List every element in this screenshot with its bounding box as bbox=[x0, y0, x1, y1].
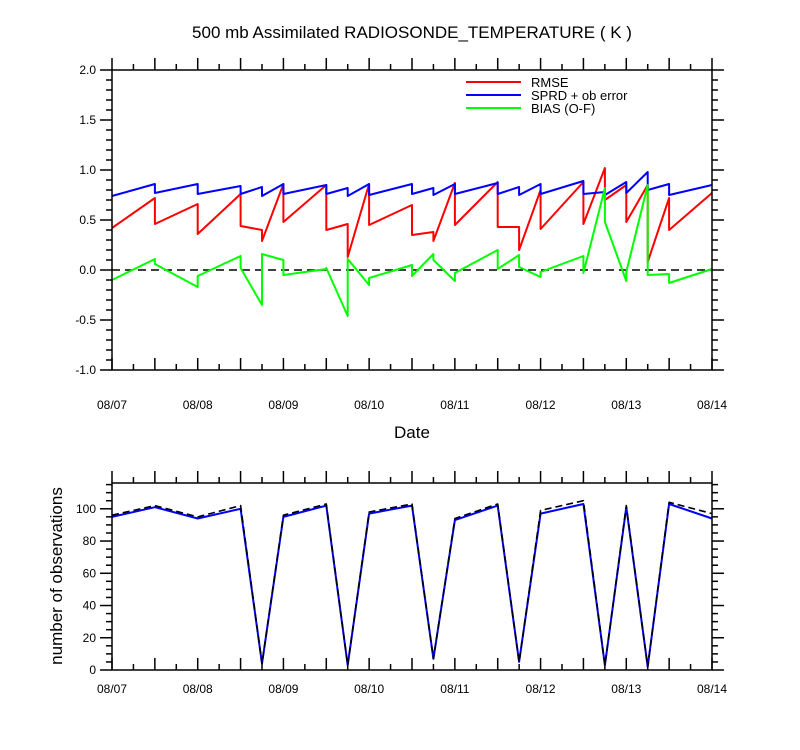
top-series-line-2 bbox=[111, 184, 713, 317]
top-x-tick-label: 08/09 bbox=[268, 398, 298, 412]
bottom-y-tick-label: 20 bbox=[83, 631, 97, 645]
bottom-x-tick-label: 08/08 bbox=[183, 682, 213, 696]
bottom-x-tick-label: 08/12 bbox=[526, 682, 556, 696]
top-y-tick-label: 0.0 bbox=[79, 263, 96, 277]
top-x-tick-label: 08/13 bbox=[611, 398, 641, 412]
bottom-series-line-0 bbox=[111, 503, 713, 668]
bottom-x-tick-label: 08/10 bbox=[354, 682, 384, 696]
bottom-y-tick-label: 0 bbox=[89, 663, 96, 677]
bottom-x-tick-label: 08/07 bbox=[97, 682, 127, 696]
bottom-x-tick-label: 08/14 bbox=[697, 682, 727, 696]
top-x-tick-labels: 08/07 08/08 08/09 08/10 08/11 08/12 08/13 08/14 bbox=[97, 398, 727, 412]
bottom-series-line-1 bbox=[111, 499, 713, 668]
bottom-x-tick-labels: 08/07 08/08 08/09 08/10 08/11 08/12 08/13 08/14 bbox=[97, 682, 727, 696]
legend-label-2: BIAS (O-F) bbox=[531, 101, 595, 116]
top-x-tick-label: 08/07 bbox=[97, 398, 127, 412]
top-series-line-0 bbox=[111, 167, 713, 263]
top-y-tick-label: 2.0 bbox=[79, 63, 96, 77]
top-series-group bbox=[111, 167, 713, 317]
bottom-y-axis-label: number of observations bbox=[47, 487, 66, 665]
top-chart: 500 mb Assimilated RADIOSONDE_TEMPERATUR… bbox=[75, 23, 727, 442]
top-ticks-group bbox=[100, 58, 724, 371]
top-x-tick-label: 08/14 bbox=[697, 398, 727, 412]
legend-label-1: SPRD + ob error bbox=[531, 88, 628, 103]
bottom-y-tick-label: 80 bbox=[83, 534, 97, 548]
top-y-tick-label: 0.5 bbox=[79, 213, 96, 227]
top-y-tick-label: 1.5 bbox=[79, 113, 96, 127]
top-y-tick-label: -0.5 bbox=[75, 313, 96, 327]
top-x-tick-label: 08/12 bbox=[526, 398, 556, 412]
bottom-x-tick-label: 08/13 bbox=[611, 682, 641, 696]
top-x-tick-label: 08/11 bbox=[440, 398, 469, 412]
bottom-y-tick-label: 40 bbox=[83, 599, 97, 613]
top-y-tick-label: -1.0 bbox=[75, 363, 96, 377]
bottom-y-tick-label: 60 bbox=[83, 566, 97, 580]
top-x-axis-label: Date bbox=[394, 423, 430, 442]
top-x-tick-label: 08/10 bbox=[354, 398, 384, 412]
top-y-tick-label: 1.0 bbox=[79, 163, 96, 177]
bottom-y-tick-labels: 0 20 40 60 80 100 bbox=[76, 502, 96, 677]
legend-label-0: RMSE bbox=[531, 75, 569, 90]
top-series-line-1 bbox=[111, 171, 713, 197]
top-x-tick-label: 08/08 bbox=[183, 398, 213, 412]
bottom-ticks-group bbox=[100, 471, 724, 671]
bottom-x-tick-label: 08/11 bbox=[440, 682, 469, 696]
chart-title: 500 mb Assimilated RADIOSONDE_TEMPERATUR… bbox=[192, 23, 632, 42]
bottom-y-tick-label: 100 bbox=[76, 502, 96, 516]
bottom-x-tick-label: 08/09 bbox=[268, 682, 298, 696]
top-y-tick-labels: -1.0 -0.5 0.0 0.5 1.0 1.5 2.0 bbox=[75, 63, 96, 377]
bottom-series-group bbox=[111, 499, 713, 668]
